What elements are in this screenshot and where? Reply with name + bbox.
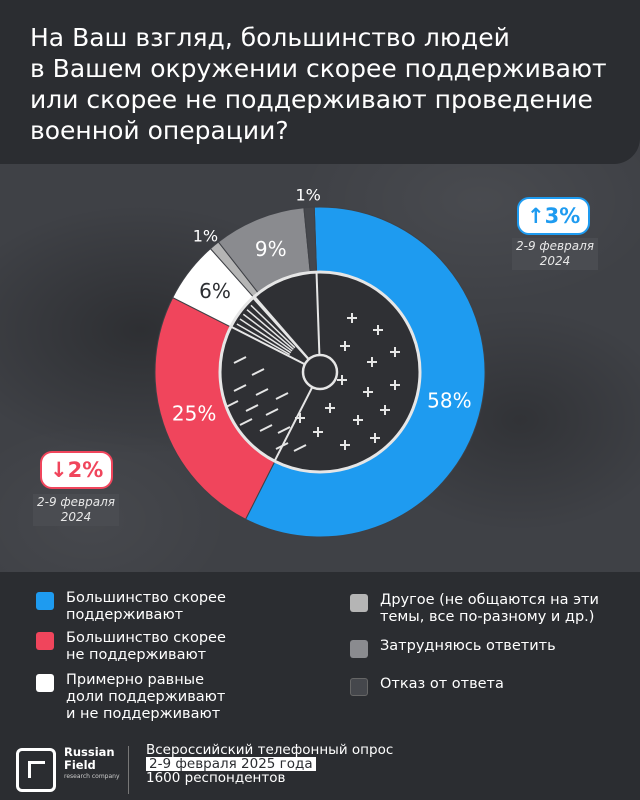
logo-subtitle: research company [64, 773, 120, 780]
chalk-dash [265, 408, 279, 416]
legend-swatch [350, 640, 368, 658]
delta-up-text: ↑3% [527, 204, 581, 228]
legend-label: Затрудняюсь ответить [380, 638, 556, 654]
legend-label: Отказ от ответа [380, 676, 504, 692]
chalk-dash [277, 426, 291, 434]
chalk-cross [373, 325, 383, 335]
chalk-cross [390, 380, 400, 390]
chalk-dash [245, 404, 259, 412]
chalk-dash [275, 392, 289, 400]
chalk-hatch [246, 309, 294, 350]
footer-divider [128, 746, 129, 794]
header: На Ваш взгляд, большинство людей в Вашем… [0, 0, 640, 164]
period-up-text: 2-9 февраля 2024 [512, 238, 598, 270]
legend-item-equal: Примерно равные доли поддерживают и не п… [36, 672, 225, 723]
chalk-cross [380, 405, 390, 415]
donut-chart: 58% 25% 6% 1% 9% 1% [154, 185, 486, 538]
delta-down-text: ↓2% [50, 458, 104, 482]
chalk-cross [337, 375, 347, 385]
delta-badge-up: ↑3% [517, 197, 591, 235]
chalk-dash [259, 424, 273, 432]
chalk-cross [340, 440, 350, 450]
slice-label: 58% [427, 388, 471, 412]
legend-label: Примерно равные доли поддерживают и не п… [66, 672, 226, 722]
survey-line-2: 2-9 февраля 2025 года [146, 757, 316, 771]
chalk-drawing [225, 272, 400, 462]
russian-field-logo-icon [16, 748, 56, 792]
chalk-cross [363, 387, 373, 397]
footer: Russian Field research company Всероссий… [0, 740, 640, 800]
chalk-hatch [239, 318, 292, 354]
legend-swatch [36, 632, 54, 650]
survey-info: Всероссийский телефонный опрос 2-9 февра… [146, 743, 393, 785]
chalk-cross [370, 433, 380, 443]
survey-line-3: 1600 респондентов [146, 770, 286, 786]
chalk-dash [251, 368, 265, 376]
chalk-cross [340, 341, 350, 351]
chalk-hatch [250, 304, 296, 349]
chalk-cross [367, 357, 377, 367]
legend: Большинство скорее поддерживают Большинс… [0, 572, 640, 740]
legend-swatch [350, 678, 368, 696]
chalk-hatch [242, 313, 293, 352]
legend-item-hard-to-say: Затрудняюсь ответить [350, 638, 556, 658]
chalk-dash [225, 400, 239, 408]
period-label-up: 2-9 февраля 2024 [505, 238, 605, 270]
legend-label: Большинство скорее не поддерживают [66, 630, 226, 663]
chalk-dash [239, 418, 253, 426]
survey-line-1: Всероссийский телефонный опрос [146, 742, 394, 758]
chalk-dash [233, 384, 247, 392]
legend-swatch [36, 592, 54, 610]
legend-item-refusal: Отказ от ответа [350, 676, 504, 696]
delta-badge-down: ↓2% [40, 451, 114, 489]
chalk-cross [390, 347, 400, 357]
chalk-dash [293, 444, 307, 452]
chalk-dash [233, 356, 247, 364]
legend-item-not-support: Большинство скорее не поддерживают [36, 630, 226, 664]
legend-label: Другое (не общаются на эти темы, все по-… [380, 592, 599, 625]
logo-text: Russian Field [64, 745, 115, 772]
chalk-dash [275, 442, 289, 450]
slice-label: 9% [255, 237, 287, 261]
chart-title: На Ваш взгляд, большинство людей в Вашем… [30, 23, 607, 145]
slice-label: 1% [193, 226, 218, 245]
period-label-down: 2-9 февраля 2024 [26, 494, 126, 526]
chalk-cross [325, 403, 335, 413]
slice-label: 1% [295, 185, 320, 204]
chalk-dash [255, 388, 269, 396]
slice-label: 6% [199, 279, 231, 303]
legend-item-other: Другое (не общаются на эти темы, все по-… [350, 592, 599, 626]
legend-item-support: Большинство скорее поддерживают [36, 590, 226, 624]
chalk-cross [347, 313, 357, 323]
legend-swatch [350, 594, 368, 612]
legend-label: Большинство скорее поддерживают [66, 590, 226, 623]
chalk-cross [353, 415, 363, 425]
chalk-cross [313, 427, 323, 437]
slice-label: 25% [172, 401, 216, 425]
period-down-text: 2-9 февраля 2024 [33, 494, 119, 526]
chalk-center-circle [301, 353, 339, 391]
chalk-hatch [236, 323, 291, 356]
legend-swatch [36, 674, 54, 692]
chalk-cross [295, 413, 305, 423]
